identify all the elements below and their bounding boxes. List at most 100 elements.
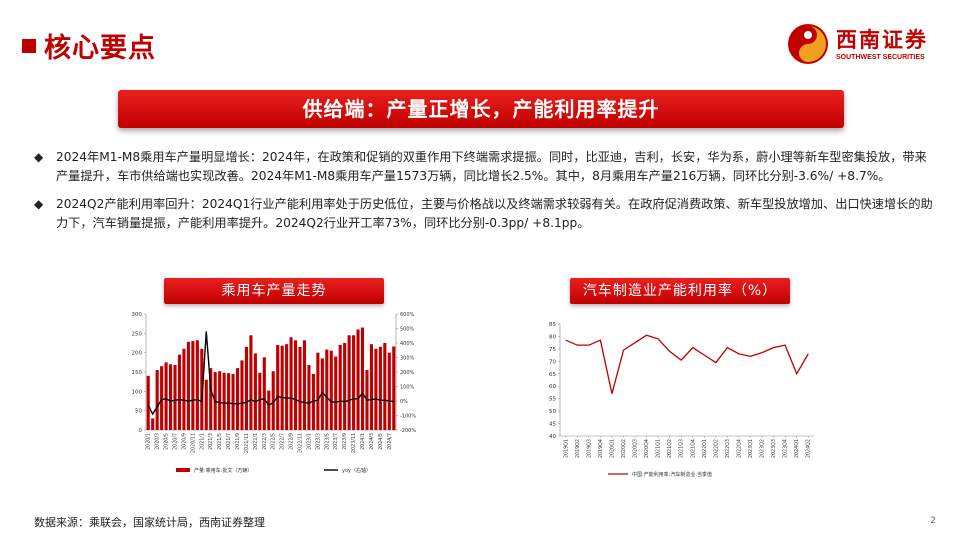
logo-english-name: SOUTHWEST SECURITIES: [836, 54, 925, 61]
section-banner: 供给端：产量正增长，产能利用率提升: [118, 90, 844, 128]
x-tick-label: 2022Q2: [713, 439, 719, 458]
y-tick-label: 45: [549, 422, 556, 428]
production-bar: [244, 346, 249, 430]
yoy-line: [147, 331, 394, 416]
production-bar: [289, 337, 293, 430]
right-tick-label: 200%: [400, 370, 415, 376]
production-bar: [168, 364, 173, 430]
x-tick-label: 2023Q3: [771, 439, 777, 458]
company-logo: 西南证券 SOUTHWEST SECURITIES: [786, 20, 936, 68]
production-bar: [316, 352, 320, 430]
production-bar: [218, 371, 222, 430]
right-tick-label: 300%: [400, 356, 415, 362]
x-tick-label: 2023Q4: [783, 439, 789, 458]
x-tick-label: 2021/1: [199, 433, 205, 450]
x-tick-label: 2019Q3: [586, 439, 592, 458]
legend-label: 中国:产能利用率:汽车制造业:当季值: [632, 471, 712, 478]
production-bar: [186, 341, 190, 430]
x-tick-label: 2023/5: [324, 433, 330, 450]
y-tick-label: 60: [549, 384, 556, 390]
legend-swatch-bar: [176, 468, 190, 472]
production-bar: [204, 379, 208, 430]
production-bar: [356, 329, 360, 430]
logo-emblem-icon: [788, 24, 828, 64]
x-tick-label: 2022Q3: [725, 439, 731, 458]
chart-title-production: 乘用车产量走势: [164, 278, 384, 304]
logo-chinese-name: 西南证券: [836, 28, 928, 52]
utilization-chart: 40 45 50 55 60 65 70 75 80 85 2019Q1 2019Q2 2019Q3 20…: [549, 322, 814, 478]
y-tick-label: 55: [549, 397, 556, 403]
production-bar: [267, 390, 271, 430]
production-bar: [249, 335, 253, 430]
x-tick-label: 2020/9: [181, 433, 187, 450]
left-tick-label: 150: [132, 370, 143, 376]
production-bar: [338, 344, 342, 430]
x-tick-label: 2021/9: [235, 433, 241, 450]
x-tick-label: 2023Q1: [748, 439, 754, 458]
production-bar: [311, 373, 315, 430]
production-bar: [392, 346, 396, 430]
diamond-bullet-icon: ◆: [34, 150, 44, 164]
bullet-text: 2024年M1-M8乘用车产量明显增长：2024年，在政策和促销的双重作用下终端…: [56, 150, 927, 183]
bullet-list: ◆ 2024年M1-M8乘用车产量明显增长：2024年，在政策和促销的双重作用下…: [34, 148, 934, 242]
x-tick-label: 2019Q2: [575, 439, 581, 458]
production-bar: [222, 372, 226, 430]
production-bar: [307, 365, 311, 430]
right-tick-label: -200%: [400, 428, 416, 434]
title-square-icon: [22, 38, 36, 53]
x-tick-label: 2021Q2: [667, 439, 673, 458]
left-tick-label: 50: [135, 409, 142, 415]
y-tick-label: 50: [549, 409, 556, 415]
production-bar: [200, 348, 204, 430]
production-bar: [280, 345, 284, 430]
left-tick-label: 100: [132, 389, 143, 395]
production-bar: [191, 341, 195, 430]
x-tick-label: 2022/3: [262, 433, 268, 450]
x-tick-label: 2020/11: [190, 433, 196, 453]
production-bar: [177, 354, 182, 430]
production-bar: [347, 335, 351, 430]
utilization-line: [565, 334, 809, 394]
x-tick-label: 2023/1: [306, 433, 312, 450]
x-tick-label: 2021/3: [208, 433, 214, 450]
x-tick-label: 2021Q1: [656, 439, 662, 458]
production-bar: [276, 344, 280, 430]
bullet-item: ◆ 2024年M1-M8乘用车产量明显增长：2024年，在政策和促销的双重作用下…: [34, 148, 934, 185]
bullet-text: 2024Q2产能利用率回升：2024Q1行业产能利用率处于历史低位，主要与价格战…: [56, 197, 933, 230]
x-tick-label: 2022/5: [271, 433, 277, 450]
x-tick-label: 2021Q3: [679, 439, 685, 458]
production-bar: [227, 373, 231, 430]
production-bar: [293, 340, 298, 430]
production-bar: [258, 372, 262, 430]
y-tick-label: 70: [549, 359, 556, 365]
x-tick-label: 2024Q2: [806, 439, 812, 458]
x-tick-label: 2021Q4: [690, 439, 696, 458]
y-tick-label: 65: [549, 372, 556, 378]
production-bar: [302, 340, 307, 430]
production-bar: [329, 350, 333, 430]
x-tick-label: 2022/11: [298, 433, 304, 453]
legend-label-line: yoy（右轴）: [342, 467, 371, 474]
production-bar: [383, 343, 387, 430]
production-bar: [387, 352, 391, 430]
right-tick-label: 500%: [400, 327, 415, 333]
left-tick-label: 250: [132, 331, 143, 337]
x-tick-label: 2020/3: [155, 433, 161, 450]
production-bar: [298, 346, 302, 430]
right-tick-label: 400%: [400, 341, 415, 347]
left-tick-label: 300: [132, 312, 143, 318]
production-bar: [262, 357, 266, 430]
y-tick-label: 85: [549, 322, 556, 328]
x-tick-label: 2019Q1: [563, 439, 569, 458]
production-bar: [360, 327, 365, 430]
x-tick-label: 2023Q2: [760, 439, 766, 458]
x-tick-label: 2022/9: [289, 433, 295, 450]
diamond-bullet-icon: ◆: [34, 197, 44, 211]
x-tick-label: 2022Q4: [736, 439, 742, 458]
y-tick-label: 80: [549, 334, 556, 340]
production-bar: [182, 348, 186, 430]
x-tick-label: 2023/11: [351, 433, 357, 453]
x-tick-label: 2020Q1: [609, 439, 615, 458]
legend-label-bar: 产量:乘用车:批文（万辆）: [194, 467, 252, 474]
x-tick-label: 2024Q1: [794, 439, 800, 458]
